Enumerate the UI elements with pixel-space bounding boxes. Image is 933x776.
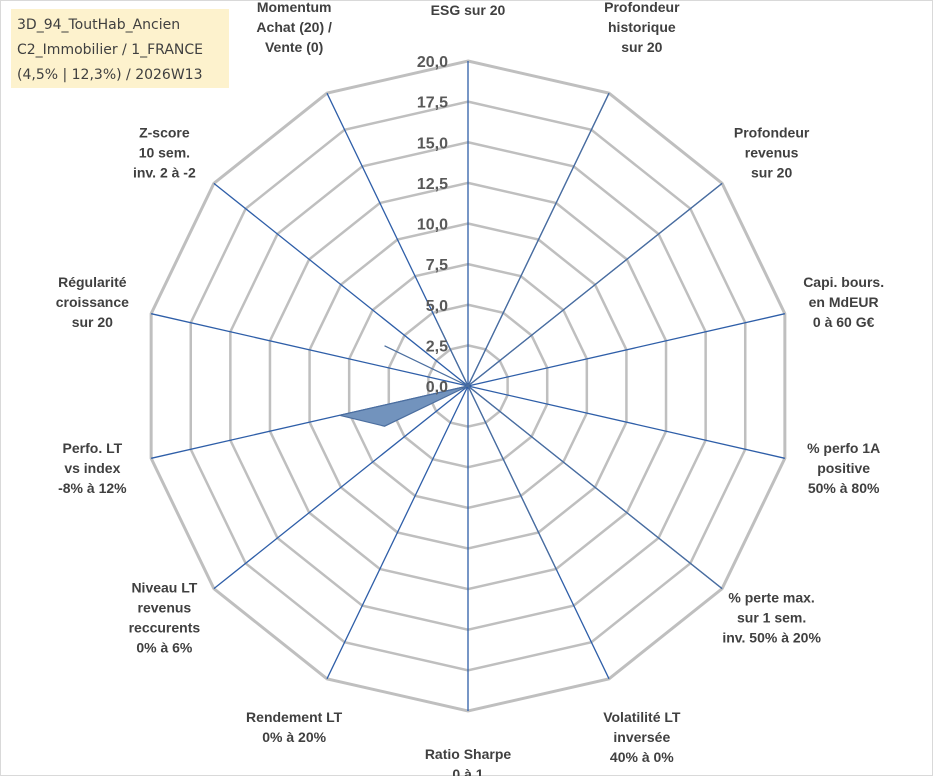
axis-label-line: Niveau LT — [131, 580, 197, 596]
axis-label-line: Ratio Sharpe — [425, 746, 512, 762]
axis-label-10: Perfo. LT vs index -8% à 12% — [58, 440, 127, 496]
axis-label-1: Profondeur historique sur 20 — [604, 0, 680, 55]
tick-label: 10,0 — [417, 217, 448, 234]
axis-label-line: sur 20 — [621, 39, 662, 55]
axis-spoke — [213, 182, 469, 387]
tick-label: 2,5 — [426, 338, 448, 355]
tick-label: 15,0 — [417, 135, 448, 152]
axis-label-line: Profondeur — [734, 124, 810, 140]
axis-label-2: Profondeur revenus sur 20 — [734, 124, 810, 180]
axis-label-line: sur 20 — [72, 314, 113, 330]
tick-label: 12,5 — [417, 176, 448, 193]
axis-label-12: Z-score 10 sem. inv. 2 à -2 — [133, 124, 196, 180]
axis-label-line: Profondeur — [604, 0, 680, 15]
axis-label-line: -8% à 12% — [58, 480, 127, 496]
axis-spoke — [326, 385, 469, 680]
axis-label-line: en MdEUR — [809, 294, 879, 310]
axis-label-line: sur 1 sem. — [737, 610, 806, 626]
axis-label-line: Z-score — [139, 124, 190, 140]
tick-label: 20,0 — [417, 54, 448, 71]
info-line-3: (4,5% | 12,3%) / 2026W13 — [17, 67, 203, 83]
axis-label-line: inversée — [613, 729, 670, 745]
axis-label-line: revenus — [138, 600, 192, 616]
axis-label-line: % perte max. — [728, 590, 814, 606]
axis-label-line: positive — [817, 460, 870, 476]
axis-label-line: Perfo. LT — [63, 440, 123, 456]
axis-label-line: revenus — [745, 144, 799, 160]
axis-spoke — [213, 385, 469, 590]
radar-axis-labels: NoteESG sur 20 Profondeur historique sur 20… — [56, 0, 884, 776]
chart-info-box: 3D_94_ToutHab_Ancien C2_Immobilier / 1_F… — [11, 9, 229, 88]
axis-label-line: croissance — [56, 294, 129, 310]
tick-label: 5,0 — [426, 298, 448, 315]
axis-label-line: ESG sur 20 — [431, 2, 506, 18]
axis-label-6: Volatilité LT inversée 40% à 0% — [603, 709, 681, 765]
axis-spoke — [467, 385, 785, 459]
axis-label-9: Niveau LT revenus reccurents 0% à 6% — [129, 580, 201, 656]
axis-label-line: vs index — [64, 460, 120, 476]
axis-label-4: % perfo 1A positive 50% à 80% — [807, 440, 880, 496]
axis-spoke — [151, 313, 469, 387]
axis-label-8: Rendement LT 0% à 20% — [246, 709, 343, 745]
axis-label-line: Régularité — [58, 274, 127, 290]
axis-label-line: 0% à 20% — [262, 729, 326, 745]
axis-label-line: 0 à 60 G€ — [813, 314, 875, 330]
axis-label-line: % perfo 1A — [807, 440, 880, 456]
axis-label-line: historique — [608, 19, 676, 35]
axis-label-line: Rendement LT — [246, 709, 343, 725]
axis-label-line: 40% à 0% — [610, 749, 674, 765]
axis-label-11: Régularité croissance sur 20 — [56, 274, 129, 330]
tick-label: 17,5 — [417, 95, 448, 112]
axis-label-line: 10 sem. — [139, 144, 190, 160]
axis-label-line: 0 à 1 — [452, 766, 483, 776]
radar-tick-labels: 0,0 2,5 5,0 7,5 10,0 12,5 15,0 17,5 20,0 — [417, 54, 448, 396]
axis-label-line: Achat (20) / — [256, 19, 332, 35]
info-line-1: 3D_94_ToutHab_Ancien — [17, 17, 181, 33]
axis-label-line: sur 20 — [751, 164, 792, 180]
axis-label-5: % perte max. sur 1 sem. inv. 50% à 20% — [722, 590, 821, 646]
axis-label-line: Momentum — [257, 0, 332, 15]
axis-label-13: Momentum Achat (20) / Vente (0) — [256, 0, 332, 55]
axis-spoke — [467, 313, 785, 387]
axis-label-line: Volatilité LT — [603, 709, 681, 725]
axis-label-line: reccurents — [129, 620, 201, 636]
axis-label-line: inv. 2 à -2 — [133, 164, 196, 180]
tick-label: 7,5 — [426, 257, 448, 274]
axis-label-line: inv. 50% à 20% — [722, 630, 821, 646]
radar-series — [339, 92, 723, 590]
axis-label-line: Capi. bours. — [803, 274, 884, 290]
axis-label-3: Capi. bours. en MdEUR 0 à 60 G€ — [803, 274, 884, 330]
axis-label-7: Ratio Sharpe 0 à 1 — [425, 746, 512, 776]
axis-label-line: 50% à 80% — [808, 480, 880, 496]
tick-label: 0,0 — [426, 379, 448, 396]
axis-label-line: Vente (0) — [265, 39, 323, 55]
axis-label-line: 0% à 6% — [136, 640, 193, 656]
info-line-2: C2_Immobilier / 1_FRANCE — [17, 42, 203, 58]
series-area — [339, 92, 723, 590]
axis-label-0: NoteESG sur 20 — [431, 2, 506, 18]
